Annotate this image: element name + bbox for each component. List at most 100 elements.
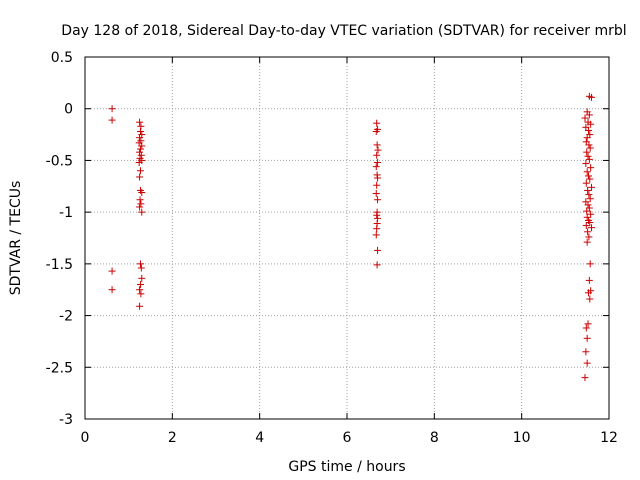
data-point xyxy=(373,261,381,269)
data-point xyxy=(587,164,595,172)
data-point xyxy=(137,264,145,272)
data-point xyxy=(585,191,593,199)
y-tick-label: -2 xyxy=(59,309,73,325)
data-point xyxy=(374,196,382,204)
data-point xyxy=(587,120,595,128)
data-point xyxy=(583,238,591,246)
data-point xyxy=(581,374,589,382)
data-point xyxy=(136,196,144,204)
data-point xyxy=(372,163,380,171)
data-point xyxy=(374,158,382,166)
data-point xyxy=(108,105,116,113)
data-point xyxy=(136,167,144,175)
y-tick-label: -2.5 xyxy=(46,360,73,376)
data-point xyxy=(137,200,145,208)
x-tick-label: 4 xyxy=(255,430,264,446)
x-tick-label: 12 xyxy=(600,430,618,446)
data-point xyxy=(585,155,593,163)
data-point xyxy=(372,127,380,135)
data-point xyxy=(583,134,591,142)
data-point xyxy=(108,267,116,275)
data-point xyxy=(586,144,594,152)
data-point xyxy=(373,181,381,189)
data-point xyxy=(585,111,593,119)
data-point xyxy=(373,141,381,149)
data-point xyxy=(584,201,592,209)
x-axis-label: GPS time / hours xyxy=(288,459,405,475)
data-point xyxy=(136,118,144,126)
x-tick-label: 2 xyxy=(168,430,177,446)
data-point xyxy=(582,160,590,168)
data-point xyxy=(584,228,592,236)
x-tick-label: 10 xyxy=(513,430,531,446)
data-point xyxy=(583,334,591,342)
data-point xyxy=(374,246,382,254)
y-tick-label: -0.5 xyxy=(46,153,73,169)
data-point xyxy=(584,320,592,328)
y-tick-label: 0 xyxy=(64,102,73,118)
data-point xyxy=(585,141,593,149)
y-tick-label: -1 xyxy=(59,205,73,221)
y-tick-label: -1.5 xyxy=(46,257,73,273)
data-point xyxy=(582,348,590,356)
data-point xyxy=(583,148,591,156)
data-point xyxy=(588,224,596,232)
data-point xyxy=(136,260,144,268)
data-point xyxy=(583,213,591,221)
data-point xyxy=(138,274,146,282)
data-point xyxy=(374,174,382,182)
data-point xyxy=(373,151,381,159)
data-point xyxy=(137,290,145,298)
x-tick-label: 6 xyxy=(343,430,352,446)
data-point xyxy=(581,114,589,122)
data-points xyxy=(108,92,596,382)
data-point xyxy=(138,188,146,196)
plot-frame xyxy=(84,56,610,420)
data-point xyxy=(136,203,144,211)
data-point xyxy=(586,218,594,226)
data-point xyxy=(584,126,592,134)
data-point xyxy=(585,276,593,284)
data-point xyxy=(588,93,596,101)
data-point xyxy=(584,152,592,160)
data-point xyxy=(587,210,595,218)
data-point xyxy=(136,173,144,181)
chart-title: Day 128 of 2018, Sidereal Day-to-day VTE… xyxy=(61,23,626,39)
data-point xyxy=(373,211,381,219)
data-point xyxy=(136,281,144,289)
data-point xyxy=(373,119,381,127)
data-point xyxy=(374,146,382,154)
data-point xyxy=(108,286,116,294)
data-point xyxy=(582,179,590,187)
y-tick-label: 0.5 xyxy=(51,50,73,66)
data-point xyxy=(136,302,144,310)
data-point xyxy=(582,324,590,332)
data-point xyxy=(136,145,144,153)
data-point xyxy=(136,148,144,156)
x-tick-label: 0 xyxy=(81,430,90,446)
data-point xyxy=(583,168,591,176)
data-point xyxy=(582,222,590,230)
axis-ticks: 0 2 4 6 8 10 12 0.5 0 -0.5 -1 -1.5 -2 -2.5 -3 xyxy=(46,50,618,446)
data-point xyxy=(138,142,146,150)
data-point xyxy=(583,207,591,215)
data-point xyxy=(583,359,591,367)
data-point xyxy=(372,190,380,198)
data-point xyxy=(588,183,596,191)
data-point xyxy=(584,186,592,194)
data-point xyxy=(108,116,116,124)
data-point xyxy=(584,289,592,297)
data-point xyxy=(135,158,143,166)
data-point xyxy=(586,195,594,203)
data-point xyxy=(586,295,594,303)
y-tick-label: -3 xyxy=(59,412,73,428)
y-axis-label: SDTVAR / TECUs xyxy=(8,181,24,296)
data-point xyxy=(584,172,592,180)
data-point xyxy=(373,225,381,233)
data-point xyxy=(136,127,144,135)
x-tick-label: 8 xyxy=(430,430,439,446)
data-point xyxy=(585,233,593,241)
data-point xyxy=(372,231,380,239)
data-point xyxy=(586,260,594,268)
